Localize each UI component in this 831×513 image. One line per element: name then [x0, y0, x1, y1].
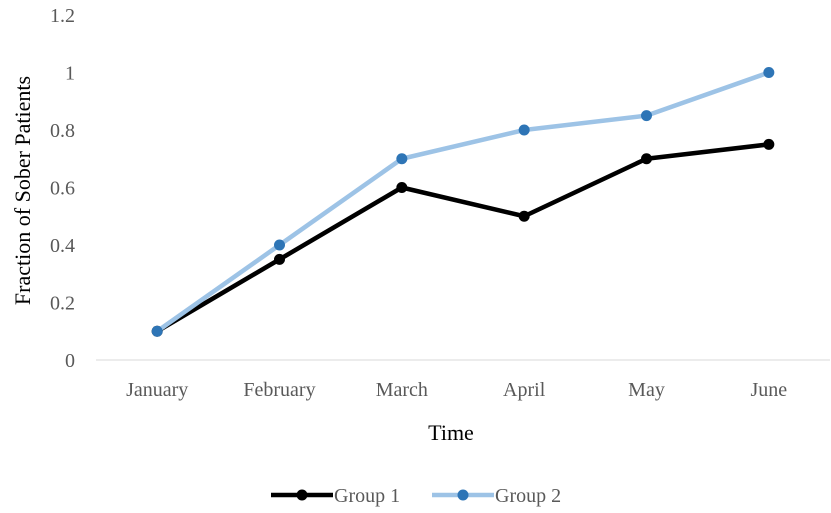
data-point: [641, 153, 652, 165]
x-tick-label: June: [750, 379, 787, 401]
x-axis-tick-labels: January February March April May June: [126, 379, 787, 401]
series-1: [151, 138, 775, 337]
series-line: [154, 142, 772, 334]
legend: Group 1 Group 2: [271, 485, 561, 507]
y-tick-label: 1.2: [50, 5, 75, 27]
x-tick-label: January: [126, 379, 188, 401]
data-point: [396, 153, 408, 165]
data-point: [641, 110, 652, 122]
series-line: [154, 70, 772, 334]
data-point: [763, 67, 775, 78]
series-2: [151, 67, 775, 337]
legend-item: Group 1: [271, 485, 400, 507]
y-tick-label: 1: [65, 63, 75, 85]
x-tick-label: February: [243, 379, 315, 401]
y-tick-label: 0.6: [50, 178, 75, 200]
data-point: [763, 138, 775, 150]
x-tick-label: May: [628, 379, 665, 401]
legend-label: Group 1: [334, 485, 400, 507]
legend-marker: [296, 489, 308, 501]
x-tick-label: April: [503, 379, 546, 401]
y-axis-title: Fraction of Sober Patients: [10, 76, 35, 305]
legend-item: Group 2: [432, 485, 561, 507]
data-point: [274, 253, 285, 265]
legend-marker: [457, 489, 469, 501]
series-layer: [151, 67, 775, 337]
y-tick-label: 0.8: [50, 120, 75, 142]
y-tick-label: 0.2: [50, 293, 75, 315]
data-point: [396, 182, 408, 193]
legend-label: Group 2: [495, 485, 561, 507]
x-tick-label: March: [376, 379, 428, 401]
y-tick-label: 0: [65, 350, 75, 372]
data-point: [274, 239, 285, 251]
data-point: [518, 210, 530, 222]
x-axis-title: Time: [428, 420, 474, 445]
data-point: [518, 124, 530, 136]
y-tick-label: 0.4: [50, 235, 75, 257]
y-axis-tick-labels: 0 0.2 0.4 0.6 0.8 1 1.2: [50, 5, 75, 372]
data-point: [151, 325, 163, 337]
